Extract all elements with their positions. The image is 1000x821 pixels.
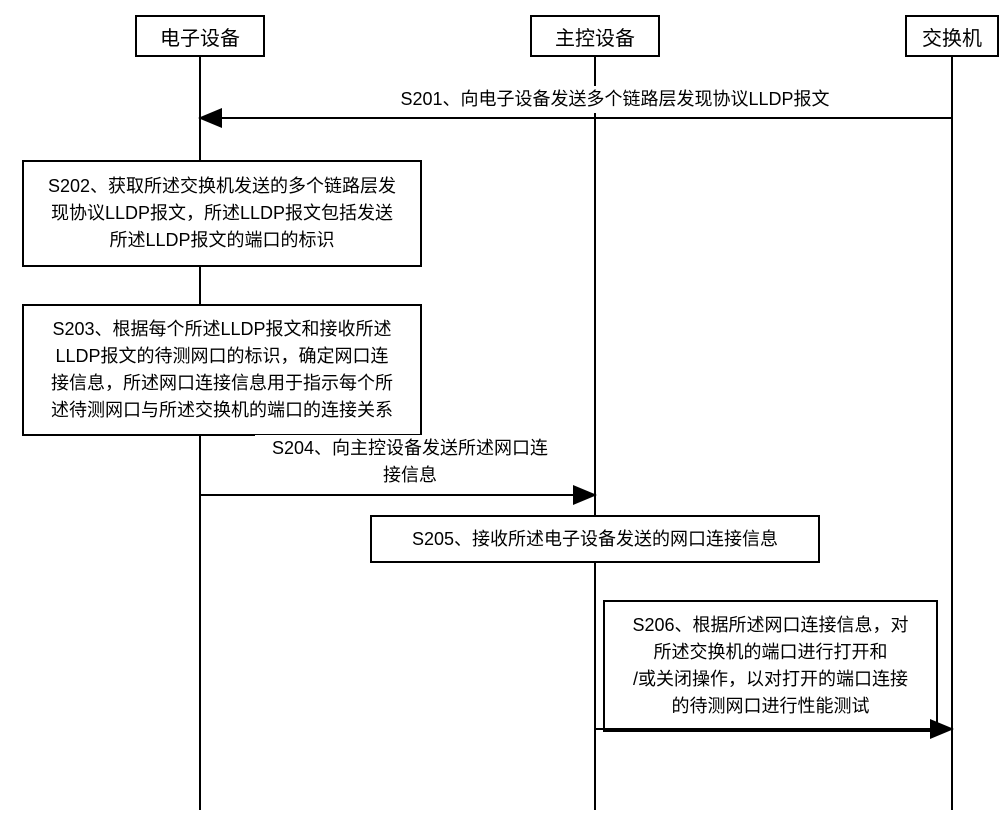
participant-electronic: 电子设备: [135, 15, 265, 57]
participant-switch-label: 交换机: [922, 22, 982, 51]
step-s202-text: S202、获取所述交换机发送的多个链路层发现协议LLDP报文，所述LLDP报文包…: [48, 173, 396, 254]
participant-master: 主控设备: [530, 15, 660, 57]
step-s206-text: S206、根据所述网口连接信息，对所述交换机的端口进行打开和/或关闭操作，以对打…: [632, 612, 908, 720]
msg-s204-text: S204、向主控设备发送所述网口连接信息: [272, 438, 548, 485]
step-s203: S203、根据每个所述LLDP报文和接收所述LLDP报文的待测网口的标识，确定网…: [22, 304, 422, 436]
step-s206: S206、根据所述网口连接信息，对所述交换机的端口进行打开和/或关闭操作，以对打…: [603, 600, 938, 732]
step-s205: S205、接收所述电子设备发送的网口连接信息: [370, 515, 820, 563]
step-s202: S202、获取所述交换机发送的多个链路层发现协议LLDP报文，所述LLDP报文包…: [22, 160, 422, 267]
participant-switch: 交换机: [905, 15, 999, 57]
step-s203-text: S203、根据每个所述LLDP报文和接收所述LLDP报文的待测网口的标识，确定网…: [51, 316, 393, 424]
msg-s201-text: S201、向电子设备发送多个链路层发现协议LLDP报文: [400, 89, 829, 109]
msg-s204-label: S204、向主控设备发送所述网口连接信息: [255, 435, 565, 489]
msg-s201-label: S201、向电子设备发送多个链路层发现协议LLDP报文: [355, 86, 875, 113]
lifeline-master: [594, 57, 596, 810]
participant-master-label: 主控设备: [555, 22, 635, 51]
step-s205-text: S205、接收所述电子设备发送的网口连接信息: [412, 526, 778, 553]
participant-electronic-label: 电子设备: [160, 22, 240, 51]
lifeline-switch: [951, 57, 953, 810]
